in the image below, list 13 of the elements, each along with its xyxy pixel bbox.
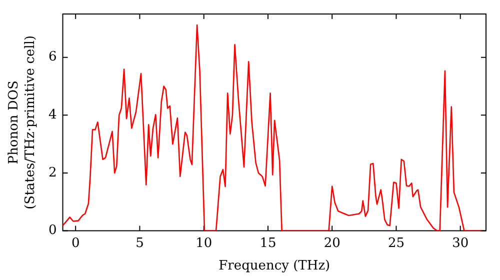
y-tick-label: 6 <box>48 50 57 65</box>
x-tick-label: 10 <box>196 236 212 251</box>
x-tick-label: 0 <box>71 236 80 251</box>
x-tick-label: 25 <box>388 236 404 251</box>
x-tick-label: 20 <box>324 236 340 251</box>
y-tick-label: 0 <box>48 223 57 238</box>
x-tick-label: 5 <box>136 236 144 251</box>
x-tick-label: 15 <box>260 236 276 251</box>
y-tick-label: 4 <box>48 108 57 123</box>
y-axis-title: Phonon DOS (States/THz·primitive cell) <box>6 35 38 210</box>
y-tick-label: 2 <box>48 165 57 180</box>
x-axis-title: Frequency (THz) <box>218 258 330 274</box>
x-tick-label: 30 <box>452 236 469 251</box>
